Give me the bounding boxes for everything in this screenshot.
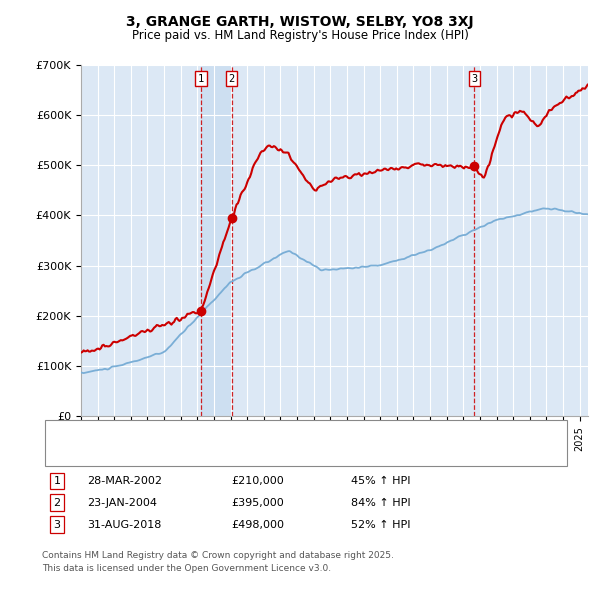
- Text: £210,000: £210,000: [231, 476, 284, 486]
- Text: This data is licensed under the Open Government Licence v3.0.: This data is licensed under the Open Gov…: [42, 564, 331, 573]
- Text: 3, GRANGE GARTH, WISTOW, SELBY, YO8 3XJ: 3, GRANGE GARTH, WISTOW, SELBY, YO8 3XJ: [126, 15, 474, 29]
- Text: 2: 2: [229, 74, 235, 84]
- Text: 52% ↑ HPI: 52% ↑ HPI: [351, 520, 410, 529]
- Text: 23-JAN-2004: 23-JAN-2004: [87, 498, 157, 507]
- Text: 31-AUG-2018: 31-AUG-2018: [87, 520, 161, 529]
- Text: £395,000: £395,000: [231, 498, 284, 507]
- Text: Contains HM Land Registry data © Crown copyright and database right 2025.: Contains HM Land Registry data © Crown c…: [42, 551, 394, 560]
- Text: 2: 2: [53, 498, 61, 507]
- Text: 1: 1: [53, 476, 61, 486]
- Text: 45% ↑ HPI: 45% ↑ HPI: [351, 476, 410, 486]
- Text: 3: 3: [53, 520, 61, 529]
- Text: 3, GRANGE GARTH, WISTOW, SELBY, YO8 3XJ (detached house): 3, GRANGE GARTH, WISTOW, SELBY, YO8 3XJ …: [85, 430, 413, 440]
- Text: 84% ↑ HPI: 84% ↑ HPI: [351, 498, 410, 507]
- Text: 3: 3: [471, 74, 478, 84]
- Bar: [201, 65, 232, 416]
- Text: 1: 1: [198, 74, 205, 84]
- Text: Price paid vs. HM Land Registry's House Price Index (HPI): Price paid vs. HM Land Registry's House …: [131, 30, 469, 42]
- Text: 28-MAR-2002: 28-MAR-2002: [87, 476, 162, 486]
- Text: £498,000: £498,000: [231, 520, 284, 529]
- Text: HPI: Average price, detached house, North Yorkshire: HPI: Average price, detached house, Nort…: [85, 448, 358, 458]
